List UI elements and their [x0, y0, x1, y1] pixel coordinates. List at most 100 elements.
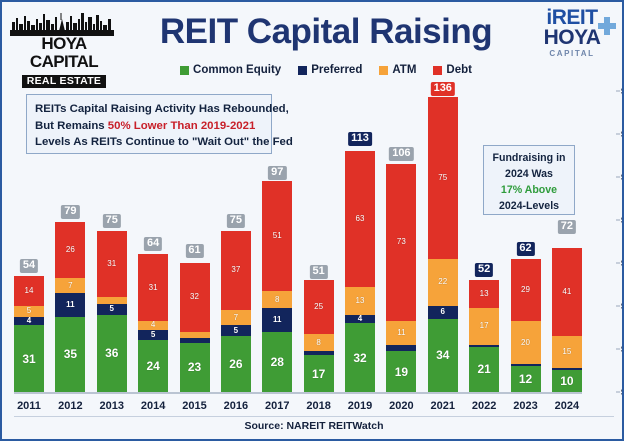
bar-segment-equity-2012[interactable]: 35 — [55, 316, 86, 392]
bar-segment-preferred-2019[interactable]: 4 — [345, 314, 375, 324]
bar-segment-equity-2019[interactable]: 32 — [345, 323, 375, 392]
bar-segment-debt-2013[interactable]: 31 — [96, 230, 127, 298]
bar-segment-debt-2012[interactable]: 26 — [55, 222, 86, 278]
bar-segment-preferred-2018[interactable] — [303, 351, 334, 356]
bar-segment-atm-2011[interactable]: 5 — [14, 305, 44, 317]
bar-segment-value: 21 — [477, 362, 491, 377]
bar-column-2022[interactable]: 52 13 17 21 — [469, 80, 500, 392]
bar-segment-atm-2020[interactable]: 11 — [386, 321, 417, 345]
x-axis-tick-label-2012: 2012 — [58, 400, 83, 412]
bar-segment-value: 11 — [66, 299, 75, 309]
bar-column-2012[interactable]: 79 26 7 11 35 — [55, 80, 86, 392]
bar-segment-atm-2017[interactable]: 8 — [262, 290, 293, 309]
bar-segment-equity-2018[interactable]: 17 — [303, 355, 334, 392]
bar-column-2014[interactable]: 64 31 4 5 24 — [138, 80, 169, 392]
bar-segment-debt-2018[interactable]: 25 — [303, 280, 334, 334]
bar-column-2017[interactable]: 97 51 8 11 28 — [262, 80, 293, 392]
callout-right-highlight: 17% Above — [500, 184, 558, 196]
bar-segment-equity-2017[interactable]: 28 — [262, 331, 293, 392]
bar-segment-value: 15 — [562, 347, 572, 357]
bar-segment-atm-2018[interactable]: 8 — [303, 333, 334, 352]
bar-segment-debt-2014[interactable]: 31 — [138, 254, 169, 322]
bar-segment-value: 13 — [355, 295, 365, 305]
bar-segment-debt-2015[interactable]: 32 — [179, 262, 210, 332]
bar-segment-equity-2024[interactable]: 10 — [551, 370, 582, 392]
bar-segment-value: 17 — [311, 366, 326, 381]
bar-segment-equity-2011[interactable]: 31 — [14, 325, 44, 392]
bar-segment-value: 11 — [273, 314, 282, 324]
ireit-logo-subtitle: CAPITAL — [549, 49, 595, 58]
bar-segment-equity-2014[interactable]: 24 — [138, 340, 169, 392]
bar-column-2015[interactable]: 61 32 23 — [179, 80, 210, 392]
bar-segment-debt-2020[interactable]: 73 — [386, 163, 417, 322]
bar-column-2016[interactable]: 75 37 7 5 26 — [220, 80, 251, 392]
bar-segment-value: 8 — [275, 294, 280, 304]
bar-total-label: 106 — [389, 146, 414, 161]
bar-column-2020[interactable]: 106 73 11 19 — [386, 80, 417, 392]
bar-segment-value: 22 — [438, 277, 448, 287]
x-axis-tick-label-2017: 2017 — [265, 400, 290, 412]
bar-segment-preferred-2011[interactable]: 4 — [14, 317, 44, 326]
bar-segment-preferred-2023[interactable] — [510, 364, 541, 367]
bar-segment-preferred-2015[interactable] — [179, 338, 210, 343]
bar-total-label: 54 — [19, 258, 39, 273]
bar-segment-value: 8 — [316, 337, 321, 347]
bar-segment-equity-2015[interactable]: 23 — [179, 342, 210, 392]
bar-segment-equity-2020[interactable]: 19 — [386, 351, 417, 392]
callout-right-line-4: 2024-Levels — [498, 200, 560, 212]
x-axis: 2011 2012 2013 2014 2015 2016 2017 2018 2019 2020… — [14, 396, 582, 416]
bar-column-2011[interactable]: 54 14 5 4 31 — [14, 80, 44, 392]
bar-segment-atm-2012[interactable]: 7 — [55, 278, 86, 294]
bar-column-2021[interactable]: 136 75 22 6 34 — [427, 80, 458, 392]
bar-segment-preferred-2016[interactable]: 5 — [220, 325, 251, 337]
bar-segment-atm-2019[interactable]: 13 — [345, 286, 375, 315]
bar-segment-debt-2022[interactable]: 13 — [469, 280, 500, 309]
bar-segment-equity-2022[interactable]: 21 — [469, 346, 500, 392]
callout-right-line-2: 2024 Was — [505, 168, 553, 180]
y-axis-tick-label: $0B — [621, 387, 622, 397]
bar-segment-equity-2016[interactable]: 26 — [220, 336, 251, 392]
bar-total-label: 72 — [557, 220, 576, 235]
bar-segment-equity-2023[interactable]: 12 — [510, 366, 541, 392]
legend-swatch-icon — [433, 65, 443, 75]
bar-segment-debt-2016[interactable]: 37 — [220, 230, 251, 311]
bar-segment-atm-2014[interactable]: 4 — [138, 321, 169, 330]
bar-column-2019[interactable]: 113 63 13 4 32 — [345, 80, 375, 392]
bar-segment-atm-2023[interactable]: 20 — [510, 321, 541, 365]
bar-segment-atm-2021[interactable]: 22 — [427, 258, 458, 306]
bar-segment-debt-2024[interactable]: 41 — [551, 247, 582, 337]
bar-column-2013[interactable]: 75 31 5 36 — [96, 80, 127, 392]
bar-segment-debt-2017[interactable]: 51 — [262, 181, 293, 291]
bar-segment-debt-2023[interactable]: 29 — [510, 258, 541, 322]
bar-segment-equity-2013[interactable]: 36 — [96, 314, 127, 392]
bar-column-2018[interactable]: 51 25 8 17 — [303, 80, 334, 392]
x-axis-tick-label-2022: 2022 — [471, 400, 497, 412]
bar-segment-atm-2024[interactable]: 15 — [551, 336, 582, 369]
bar-segment-value: 73 — [396, 237, 406, 247]
bar-segment-atm-2015[interactable] — [179, 331, 210, 339]
bar-segment-value: 24 — [146, 359, 160, 374]
y-axis: $0B $20B $40B $60B $80B $100B $120B $140B — [616, 80, 622, 397]
bar-segment-preferred-2013[interactable]: 5 — [96, 303, 127, 315]
bar-segment-value: 12 — [518, 372, 533, 387]
bar-segment-preferred-2014[interactable]: 5 — [138, 329, 169, 341]
bar-segment-preferred-2022[interactable] — [469, 344, 500, 347]
bar-segment-debt-2021[interactable]: 75 — [427, 97, 458, 259]
bar-segment-value: 5 — [109, 304, 114, 314]
bar-segment-preferred-2012[interactable]: 11 — [55, 293, 86, 317]
bar-segment-preferred-2024[interactable] — [551, 368, 582, 371]
bar-segment-preferred-2020[interactable] — [386, 344, 417, 352]
bar-column-2024[interactable]: 72 41 15 10 — [551, 80, 582, 392]
bar-segment-atm-2013[interactable] — [96, 297, 127, 304]
bar-segment-value: 20 — [521, 337, 530, 347]
bar-segment-preferred-2017[interactable]: 11 — [262, 308, 293, 332]
bar-segment-preferred-2021[interactable]: 6 — [427, 305, 458, 319]
bar-segment-equity-2021[interactable]: 34 — [427, 318, 458, 392]
bar-segment-atm-2022[interactable]: 17 — [469, 308, 500, 345]
bar-segment-debt-2011[interactable]: 14 — [14, 275, 44, 306]
bar-column-2023[interactable]: 62 29 20 12 — [510, 80, 541, 392]
bar-segment-atm-2016[interactable]: 7 — [220, 310, 251, 326]
bar-segment-debt-2019[interactable]: 63 — [345, 151, 375, 287]
bar-segment-value: 31 — [22, 351, 36, 366]
bar-segment-value: 36 — [105, 346, 119, 361]
